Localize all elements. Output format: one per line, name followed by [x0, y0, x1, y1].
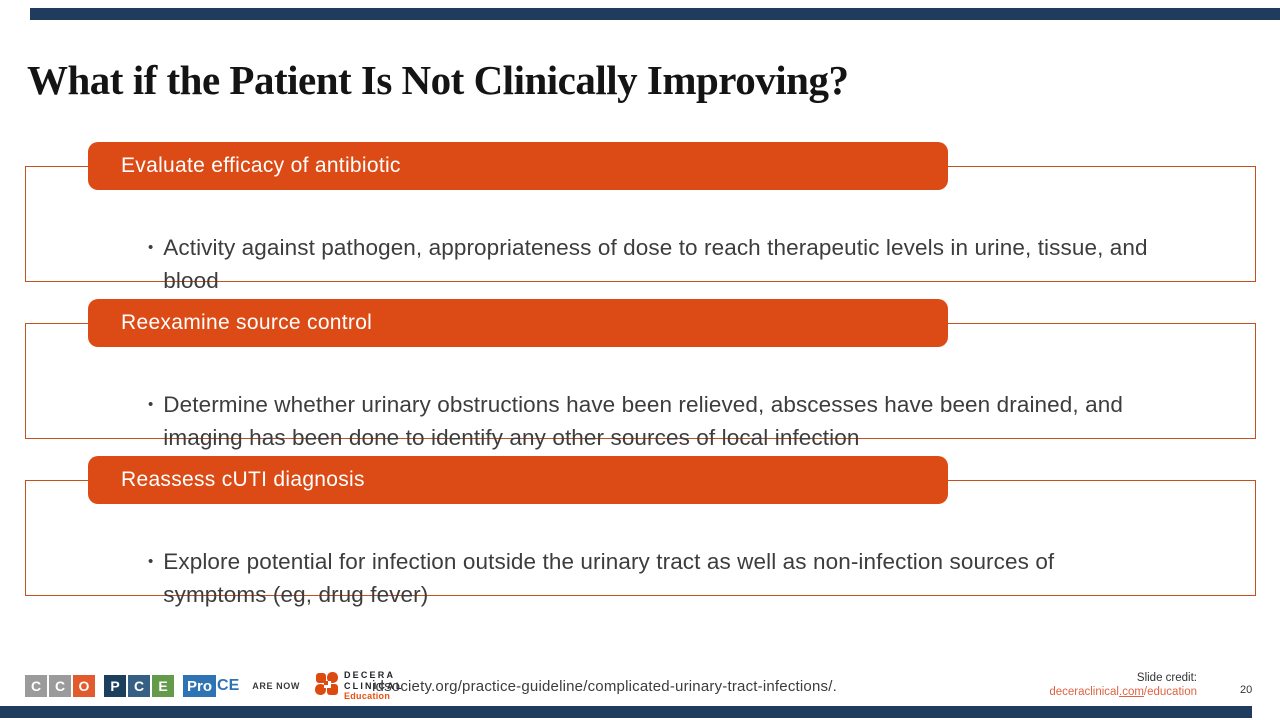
cco-logo-letter: O: [73, 675, 95, 697]
bullet-item: • Activity against pathogen, appropriate…: [148, 231, 1153, 297]
section-reassess-diagnosis: • Explore potential for infection outsid…: [0, 456, 1280, 616]
proce-logo-ce: CE: [217, 677, 240, 694]
bullet-marker: •: [148, 396, 154, 413]
pce-logo-letter: C: [128, 675, 150, 697]
page-number: 20: [1240, 684, 1253, 696]
bottom-accent-bar: [0, 706, 1252, 718]
section-header-label: Evaluate efficacy of antibiotic: [121, 154, 401, 177]
bullet-item: • Explore potential for infection outsid…: [148, 545, 1153, 611]
bullet-text: Activity against pathogen, appropriatene…: [163, 235, 1148, 293]
source-citation: idsociety.org/practice-guideline/complic…: [372, 678, 837, 695]
decera-pinwheel-icon: [314, 671, 339, 701]
cco-logo-letter: C: [49, 675, 71, 697]
proce-logo-pro: Pro: [183, 675, 217, 697]
slide-credit: Slide credit: deceraclinical.com/educati…: [1049, 671, 1197, 699]
bullet-text: Explore potential for infection outside …: [163, 549, 1055, 607]
section-header-label: Reexamine source control: [121, 311, 373, 334]
decera-line2: CLINICAL: [343, 680, 404, 691]
pce-logo-letter: E: [152, 675, 174, 697]
decera-clinical-logo: DECERA CLINICAL Education: [314, 670, 404, 701]
slide-credit-link[interactable]: deceraclinical.com/education: [1049, 686, 1197, 698]
bullet-item: • Determine whether urinary obstructions…: [148, 388, 1153, 454]
cco-logo-letter: C: [25, 675, 47, 697]
bullet-text: Determine whether urinary obstructions h…: [163, 392, 1123, 450]
decera-logo-text: DECERA CLINICAL Education: [344, 670, 404, 701]
section-source-control: • Determine whether urinary obstructions…: [0, 299, 1280, 459]
footer-logo-strip: C C O P C E Pro CE ARE NOW DECERA CLINIC…: [25, 670, 404, 701]
decera-line3: Education: [343, 691, 391, 702]
section-evaluate-antibiotic: • Activity against pathogen, appropriate…: [0, 142, 1280, 302]
proce-logo: Pro CE: [183, 675, 239, 697]
are-now-label: ARE NOW: [252, 681, 300, 691]
section-header-bar: Reexamine source control: [88, 299, 948, 347]
section-header-bar: Evaluate efficacy of antibiotic: [88, 142, 948, 190]
decera-line1: DECERA: [343, 670, 396, 681]
bullet-marker: •: [148, 239, 154, 256]
bullet-marker: •: [148, 553, 154, 570]
slide-credit-label: Slide credit:: [1136, 672, 1197, 684]
top-accent-bar: [30, 8, 1280, 20]
section-header-bar: Reassess cUTI diagnosis: [88, 456, 948, 504]
section-header-label: Reassess cUTI diagnosis: [121, 468, 365, 491]
pce-logo-letter: P: [104, 675, 126, 697]
slide-title: What if the Patient Is Not Clinically Im…: [27, 57, 849, 103]
